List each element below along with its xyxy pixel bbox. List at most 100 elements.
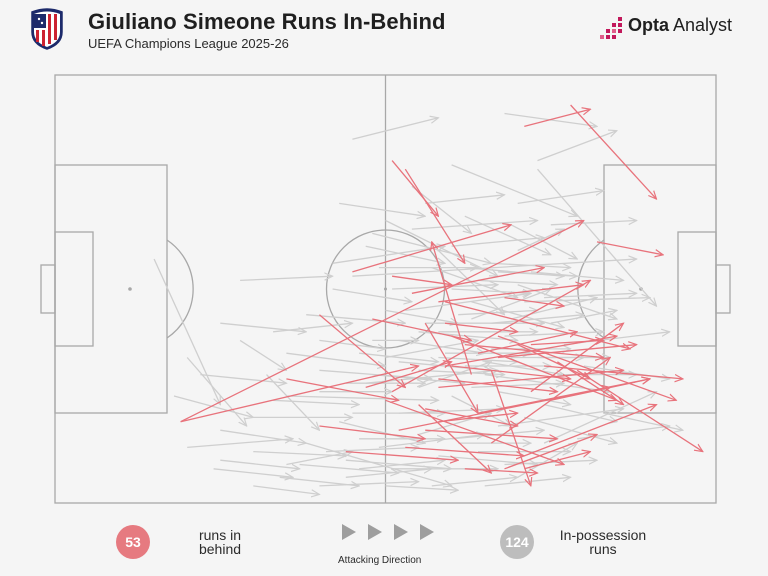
run-in-behind-arrow (464, 468, 538, 473)
in-possession-run-arrow (273, 399, 359, 404)
attacking-direction-arrows (340, 524, 440, 544)
in-possession-run-arrow (517, 191, 604, 205)
in-possession-run-arrow (365, 245, 445, 263)
in-possession-run-arrow (451, 395, 512, 426)
in-possession-run-arrow (543, 392, 656, 444)
in-possession-run-arrow (240, 276, 333, 282)
centre-spot (384, 287, 387, 291)
in-possession-run-arrow (339, 202, 425, 216)
run-in-behind-arrow (530, 340, 604, 346)
run-in-behind-arrow (345, 450, 458, 461)
in-possession-run-arrow (398, 409, 505, 414)
left-penalty-spot (128, 287, 132, 291)
pitch-markings (40, 74, 731, 504)
club-crest-icon (31, 8, 63, 50)
run-in-behind-arrow (438, 378, 557, 392)
in-possession-run-arrow (359, 352, 438, 362)
in-possession-run-arrow (411, 221, 538, 230)
run-in-behind-arrow (318, 314, 405, 388)
run-in-behind-arrow (504, 435, 598, 470)
run-in-behind-arrow (464, 343, 604, 358)
in-possession-run-arrow (253, 485, 319, 495)
in-possession-label: In-possession runs (559, 527, 647, 557)
run-in-behind-arrow (477, 332, 577, 354)
left-penalty-arc (166, 239, 194, 339)
in-possession-run-arrow (524, 298, 650, 303)
runs-in-behind-count-badge: 53 (116, 525, 150, 559)
run-in-behind-arrow (497, 335, 676, 400)
in-possession-run-arrow (220, 322, 306, 332)
opta-analyst-logo-icon (600, 17, 622, 39)
in-possession-run-arrow (266, 374, 320, 431)
in-possession-run-arrow (497, 409, 624, 427)
in-possession-run-arrow (279, 476, 359, 486)
runs-in-behind-label: runs in behind (198, 527, 242, 557)
run-in-behind-arrow (365, 362, 452, 389)
in-possession-run-arrow (286, 352, 385, 366)
run-in-behind-arrow (391, 160, 438, 217)
in-possession-run-arrow (510, 298, 597, 320)
in-possession-run-arrow (471, 289, 550, 320)
run-in-behind-arrow (570, 104, 657, 199)
in-possession-count-badge: 124 (500, 525, 534, 559)
in-possession-run-arrow (187, 439, 293, 449)
in-possession-run-arrow (458, 310, 537, 316)
in-possession-run-arrow (543, 403, 617, 422)
in-possession-run-arrow (306, 442, 451, 486)
run-in-behind-arrow (438, 413, 517, 423)
in-possession-run-arrow (385, 485, 459, 490)
in-possession-run-arrow (431, 477, 518, 487)
in-possession-run-arrow (153, 258, 220, 405)
in-possession-run-arrow (497, 271, 577, 276)
in-possession-run-arrow (437, 250, 504, 315)
in-possession-run-arrow (220, 459, 299, 469)
in-possession-run-arrow (319, 482, 418, 487)
right-penalty-arc (577, 239, 605, 339)
page-title: Giuliano Simeone Runs In-Behind (88, 9, 446, 34)
run-in-behind-arrow (517, 344, 591, 379)
in-possession-run-arrow (239, 339, 286, 370)
in-possession-run-arrow (372, 373, 465, 384)
direction-arrow-icon (368, 524, 382, 540)
in-possession-run-arrow (484, 477, 571, 487)
direction-arrow-icon (394, 524, 408, 540)
in-possession-run-arrow (299, 463, 399, 474)
in-possession-run-arrow (200, 373, 286, 384)
run-in-behind-arrow (524, 109, 590, 128)
in-possession-run-arrow (477, 279, 557, 284)
in-possession-run-arrow (186, 357, 247, 427)
run-in-behind-arrow (530, 323, 624, 393)
in-possession-run-arrow (385, 309, 459, 323)
attacking-direction-label: Attacking Direction (338, 555, 422, 566)
in-possession-run-arrow (273, 323, 352, 333)
in-possession-run-arrow (213, 468, 293, 478)
right-penalty-box (603, 164, 717, 414)
run-in-behind-arrow (425, 429, 557, 439)
run-in-behind-arrow (391, 280, 590, 393)
in-possession-run-arrow (345, 459, 452, 469)
in-possession-run-arrow (471, 301, 564, 328)
in-possession-run-arrow (253, 450, 345, 456)
run-in-behind-arrow (524, 452, 590, 470)
run-in-behind-arrow (425, 408, 518, 426)
in-possession-run-arrow (306, 314, 405, 324)
in-possession-run-arrow (286, 395, 438, 400)
run-in-behind-arrow (504, 296, 565, 307)
run-in-behind-arrow (372, 318, 471, 340)
run-in-behind-arrow (550, 379, 650, 401)
left-six-yard-box (54, 231, 94, 347)
direction-arrow-icon (420, 524, 434, 540)
in-possession-run-arrow (332, 288, 412, 302)
run-in-behind-arrow (424, 322, 478, 413)
in-possession-run-arrow (173, 395, 253, 417)
in-possession-run-arrow (431, 266, 518, 298)
run-in-behind-arrow (576, 369, 703, 451)
run-in-behind-arrow (444, 322, 518, 332)
direction-arrow-icon (342, 524, 356, 540)
in-possession-run-arrow (504, 332, 604, 337)
runs-in-behind-layer (180, 104, 703, 486)
right-goal (715, 264, 731, 314)
in-possession-run-arrow (484, 361, 564, 375)
run-in-behind-arrow (180, 366, 419, 423)
in-possession-run-arrow (537, 168, 657, 306)
